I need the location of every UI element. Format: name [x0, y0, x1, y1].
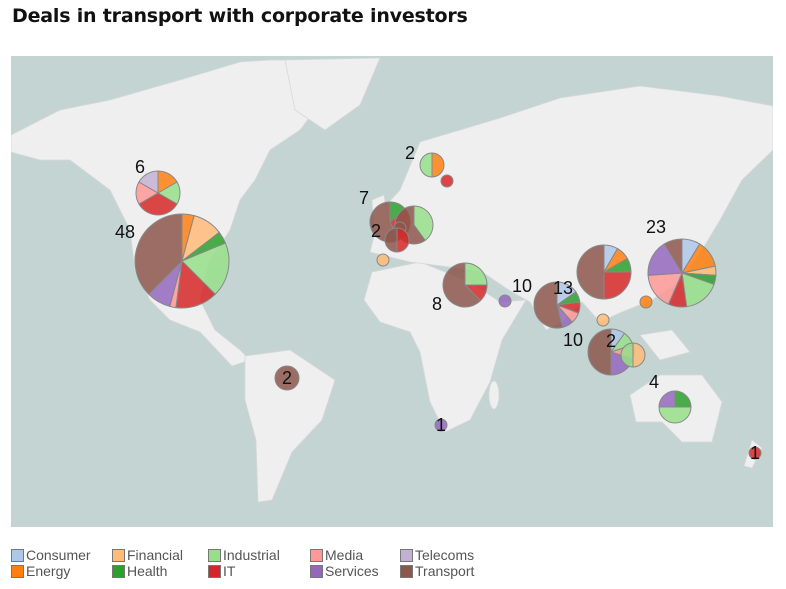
legend-swatch	[400, 548, 413, 562]
pie-slice-industrial[interactable]	[419, 152, 433, 178]
pie-slice-transport[interactable]	[134, 213, 183, 295]
pie-new-zealand[interactable]: 1	[748, 443, 762, 463]
legend-label: Consumer	[26, 547, 91, 563]
legend-item-telecoms[interactable]: Telecoms	[400, 547, 474, 563]
legend-label: Health	[127, 563, 168, 579]
pie-slice-financial[interactable]	[632, 342, 646, 368]
legend-label: IT	[223, 563, 236, 579]
legend-item-financial[interactable]: Financial	[112, 547, 183, 563]
pie-arabia[interactable]: 10	[498, 276, 532, 308]
pie-slice-services[interactable]	[658, 390, 676, 408]
pie-middle-east[interactable]: 8	[432, 262, 488, 314]
pie-slice-transport[interactable]	[576, 244, 605, 300]
legend-label: Services	[325, 563, 379, 579]
pie-count-label: 1	[750, 443, 760, 463]
pie-china[interactable]	[576, 244, 632, 300]
legend-label: Energy	[26, 563, 71, 579]
pie-france[interactable]: 2	[371, 221, 410, 253]
pie-count-label: 2	[371, 221, 381, 241]
pie-slice-services[interactable]	[434, 418, 448, 432]
pie-slice-industrial[interactable]	[181, 242, 230, 295]
legend-item-media[interactable]: Media	[310, 547, 363, 563]
pie-slice-transport[interactable]	[442, 262, 482, 308]
pie-slice-industrial[interactable]	[658, 406, 692, 424]
pie-united-states[interactable]: 48	[115, 213, 230, 309]
pie-slice-energy[interactable]	[431, 152, 445, 178]
pie-brazil[interactable]: 2	[274, 365, 300, 391]
greenland	[284, 57, 381, 131]
pie-spain[interactable]	[376, 253, 390, 267]
pie-count-label: 10	[563, 330, 583, 350]
pie-slice-industrial[interactable]	[464, 262, 488, 286]
pie-western-canada[interactable]: 6	[135, 157, 181, 216]
south-america	[244, 349, 336, 503]
pie-slice-it[interactable]	[603, 271, 632, 300]
pie-slice-it[interactable]	[396, 227, 410, 253]
pie-count-label: 2	[606, 331, 616, 351]
pie-slice-it[interactable]	[748, 446, 762, 460]
legend-label: Media	[325, 547, 364, 563]
pie-indonesia[interactable]: 2	[606, 331, 646, 368]
legend-swatch	[208, 548, 221, 562]
pie-finland[interactable]	[440, 174, 454, 188]
pie-slice-financial[interactable]	[376, 253, 390, 267]
legend-swatch	[112, 564, 125, 578]
pie-japan[interactable]: 23	[646, 217, 717, 308]
legend: Consumer Energy Financial Health Industrial I…	[11, 547, 511, 583]
pie-count-label: 13	[553, 278, 573, 298]
legend-item-energy[interactable]: Energy	[11, 563, 70, 579]
pie-count-label: 6	[135, 157, 145, 177]
pie-slice-transport[interactable]	[587, 328, 612, 376]
pie-taiwan[interactable]	[639, 295, 653, 309]
pie-count-label: 4	[649, 372, 659, 392]
legend-item-services[interactable]: Services	[310, 563, 379, 579]
legend-label: Transport	[415, 563, 475, 579]
pie-slice-energy[interactable]	[639, 295, 653, 309]
pie-count-label: 7	[359, 188, 369, 208]
pie-count-label: 1	[436, 415, 446, 435]
borneo-islands	[639, 329, 691, 361]
pie-south-africa[interactable]: 1	[434, 415, 448, 435]
legend-swatch	[310, 564, 323, 578]
pie-india[interactable]: 13	[533, 278, 581, 329]
pie-slice-financial[interactable]	[596, 313, 610, 327]
pie-australia[interactable]: 4	[649, 372, 692, 424]
legend-label: Telecoms	[415, 547, 475, 563]
pie-vietnam[interactable]	[596, 313, 610, 327]
pie-count-label: 23	[646, 217, 666, 237]
legend-swatch	[11, 564, 24, 578]
pie-count-label: 8	[432, 294, 442, 314]
pie-slice-telecoms[interactable]	[138, 170, 159, 194]
legend-swatch	[310, 548, 323, 562]
pie-count-label: 2	[282, 368, 292, 388]
pie-slice-it[interactable]	[440, 174, 454, 188]
pie-count-label: 10	[512, 276, 532, 296]
pie-slice-transport[interactable]	[533, 281, 564, 329]
pie-slice-transport[interactable]	[663, 238, 683, 275]
pie-count-label: 48	[115, 222, 135, 242]
legend-item-industrial[interactable]: Industrial	[208, 547, 280, 563]
pie-slice-industrial[interactable]	[620, 342, 634, 368]
legend-label: Industrial	[223, 547, 280, 563]
chart-title: Deals in transport with corporate invest…	[12, 5, 468, 27]
legend-item-health[interactable]: Health	[112, 563, 167, 579]
madagascar	[488, 380, 500, 410]
pie-slice-services[interactable]	[498, 294, 512, 308]
pie-slice-transport[interactable]	[274, 365, 300, 391]
legend-swatch	[112, 548, 125, 562]
pie-slice-transport[interactable]	[384, 227, 398, 253]
legend-item-it[interactable]: IT	[208, 563, 235, 579]
legend-item-consumer[interactable]: Consumer	[11, 547, 91, 563]
pie-count-label: 2	[405, 143, 415, 163]
legend-item-transport[interactable]: Transport	[400, 563, 474, 579]
pie-slice-industrial[interactable]	[413, 205, 434, 242]
legend-swatch	[208, 564, 221, 578]
pie-sweden[interactable]: 2	[405, 143, 445, 178]
legend-swatch	[11, 548, 24, 562]
legend-label: Financial	[127, 547, 184, 563]
legend-swatch	[400, 564, 413, 578]
